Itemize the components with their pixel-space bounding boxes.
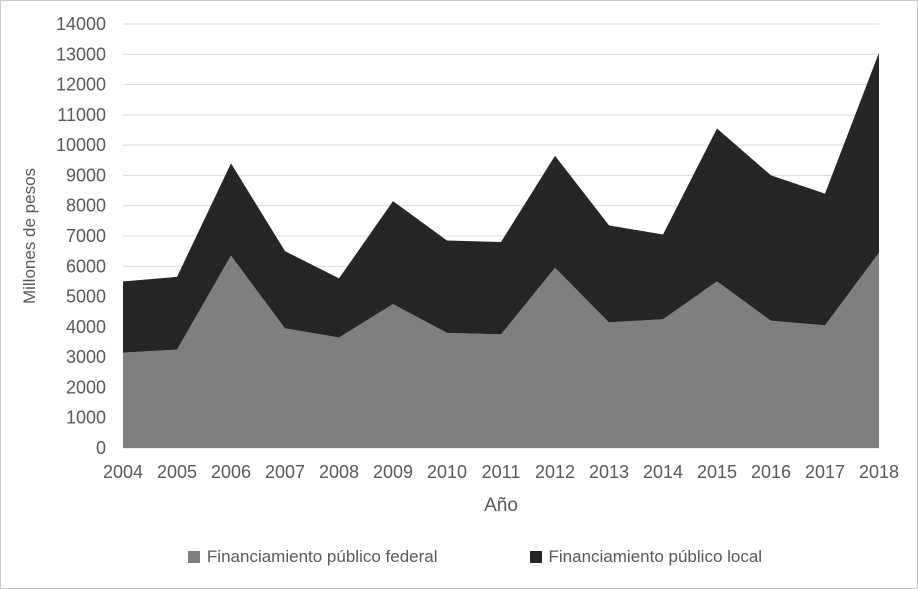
y-tick-label: 9000 bbox=[66, 165, 106, 185]
legend: Financiamiento público federal Financiam… bbox=[1, 547, 917, 567]
y-tick-label: 10000 bbox=[56, 135, 106, 155]
y-tick-label: 7000 bbox=[66, 226, 106, 246]
x-tick-label: 2004 bbox=[103, 462, 143, 482]
x-tick-label: 2018 bbox=[859, 462, 899, 482]
y-tick-label: 14000 bbox=[56, 14, 106, 34]
y-tick-label: 12000 bbox=[56, 75, 106, 95]
area-local bbox=[123, 52, 879, 353]
legend-label-federal: Financiamiento público federal bbox=[206, 547, 438, 566]
y-tick-label: 2000 bbox=[66, 377, 106, 397]
y-tick-label: 4000 bbox=[66, 317, 106, 337]
y-tick-label: 3000 bbox=[66, 347, 106, 367]
y-axis-title: Millones de pesos bbox=[20, 167, 39, 305]
legend-item-local: Financiamiento público local bbox=[529, 547, 763, 567]
y-tick-label: 13000 bbox=[56, 44, 106, 64]
x-tick-label: 2010 bbox=[427, 462, 467, 482]
legend-label-local: Financiamiento público local bbox=[548, 547, 763, 566]
area-federal bbox=[123, 252, 879, 448]
x-tick-label: 2009 bbox=[373, 462, 413, 482]
legend-swatch-federal-icon bbox=[187, 551, 200, 563]
y-tick-label: 8000 bbox=[66, 196, 106, 216]
x-tick-label: 2017 bbox=[805, 462, 845, 482]
y-tick-label: 6000 bbox=[66, 256, 106, 276]
x-tick-label: 2015 bbox=[697, 462, 737, 482]
y-tick-label: 5000 bbox=[66, 287, 106, 307]
legend-swatch-local-icon bbox=[529, 551, 542, 563]
x-tick-label: 2012 bbox=[535, 462, 575, 482]
x-tick-label: 2014 bbox=[643, 462, 683, 482]
y-tick-label: 11000 bbox=[57, 105, 106, 125]
x-tick-label: 2005 bbox=[157, 462, 197, 482]
x-tick-label: 2006 bbox=[211, 462, 251, 482]
x-axis-title: Año bbox=[484, 495, 518, 516]
y-tick-label: 0 bbox=[96, 438, 106, 458]
x-tick-label: 2016 bbox=[751, 462, 791, 482]
legend-item-federal: Financiamiento público federal bbox=[187, 547, 438, 567]
x-tick-label: 2013 bbox=[589, 462, 629, 482]
x-tick-label: 2008 bbox=[319, 462, 359, 482]
x-tick-label: 2011 bbox=[482, 462, 521, 482]
y-tick-label: 1000 bbox=[66, 408, 106, 428]
x-tick-label: 2007 bbox=[265, 462, 305, 482]
